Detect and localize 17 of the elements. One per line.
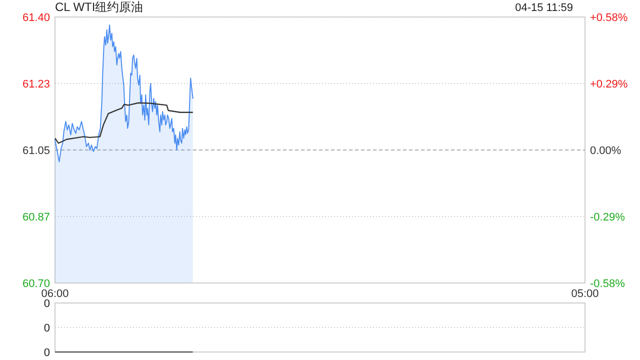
text: 0 (44, 347, 50, 359)
text: 0 (44, 298, 50, 310)
y-tick-label: 61.05 (22, 145, 50, 157)
y2-tick-label: +0.29% (590, 78, 628, 90)
y-tick-label: 61.23 (22, 78, 50, 90)
y-tick-label: 60.70 (22, 278, 50, 290)
y2-tick-label: +0.58% (590, 12, 628, 24)
text: 04-15 11:59 (515, 2, 573, 14)
x-tick-label: 05:00 (571, 288, 599, 300)
y-tick-label: 61.40 (22, 12, 50, 24)
y2-tick-label: 0.00% (590, 145, 622, 157)
y2-tick-label: -0.29% (590, 212, 626, 224)
text: 0 (44, 322, 50, 334)
x-tick-label: 06:00 (41, 288, 69, 300)
chart-title: CL WTI纽约原油 (55, 0, 144, 14)
y2-tick-label: -0.58% (590, 278, 626, 290)
y-tick-label: 60.87 (22, 212, 50, 224)
